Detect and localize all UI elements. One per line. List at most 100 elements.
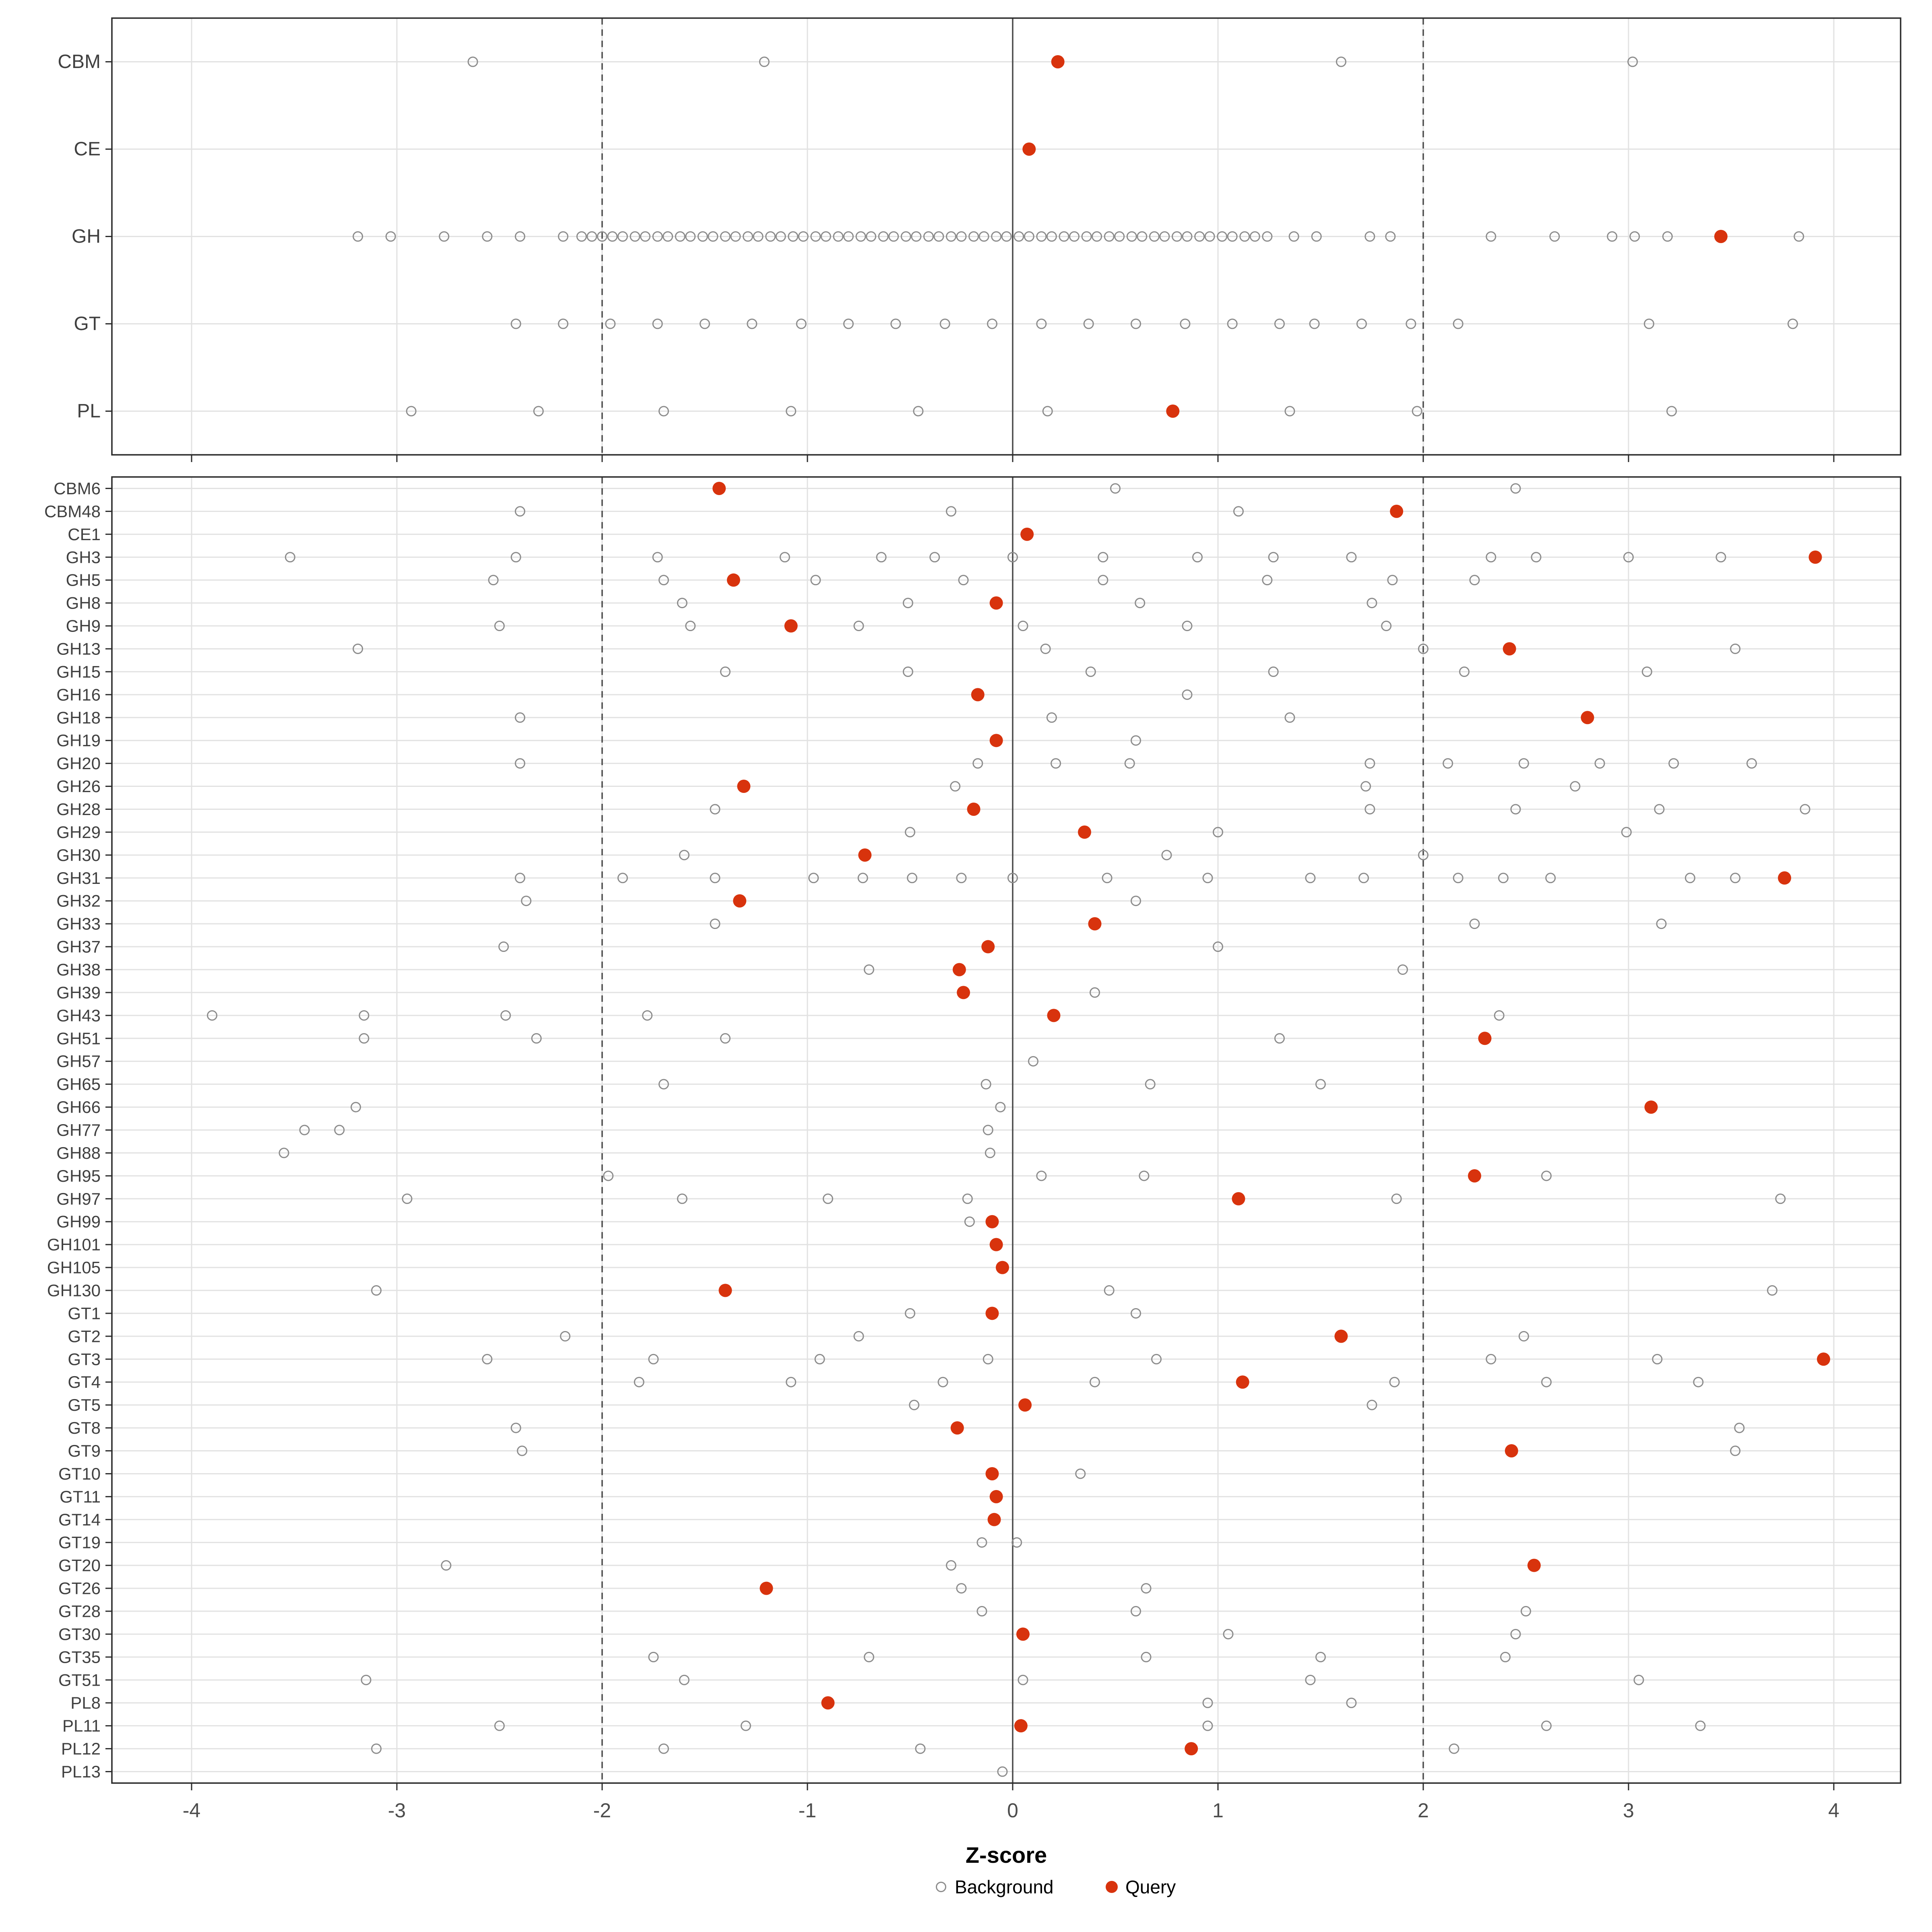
background-point <box>1139 1170 1150 1181</box>
background-point <box>720 666 731 677</box>
background-point <box>1746 758 1757 769</box>
background-point <box>1607 231 1618 242</box>
x-tick-label: -4 <box>183 1799 200 1822</box>
background-point <box>956 231 967 242</box>
background-point <box>1161 850 1172 861</box>
background-point <box>1346 1697 1357 1708</box>
query-point <box>1232 1192 1245 1205</box>
background-point <box>814 1354 825 1364</box>
background-point <box>950 781 961 792</box>
background-point <box>1541 1377 1552 1387</box>
background-point <box>775 231 786 242</box>
background-point <box>796 318 807 329</box>
background-point <box>685 231 696 242</box>
background-point <box>1666 406 1677 417</box>
background-point <box>515 712 525 723</box>
query-point <box>1714 230 1728 243</box>
background-point <box>1284 406 1295 417</box>
query-point <box>712 481 726 495</box>
background-point <box>515 758 525 769</box>
background-point <box>1775 1193 1786 1204</box>
background-point <box>946 231 956 242</box>
background-point <box>441 1560 452 1571</box>
background-point <box>1024 231 1034 242</box>
background-point <box>741 1720 751 1731</box>
background-point <box>1656 919 1667 929</box>
row-label: GT10 <box>58 1464 101 1483</box>
row-label: CE <box>74 138 101 160</box>
background-point <box>855 231 866 242</box>
background-point <box>1541 1720 1552 1731</box>
background-point <box>1311 231 1322 242</box>
background-point <box>1356 318 1367 329</box>
query-point <box>1018 1398 1032 1412</box>
background-point <box>902 666 913 677</box>
background-point <box>968 231 979 242</box>
background-point <box>1075 1468 1086 1479</box>
background-point <box>353 231 363 242</box>
background-point <box>652 552 663 563</box>
background-point <box>1381 621 1392 632</box>
background-point <box>1042 406 1053 417</box>
row-label: GT20 <box>58 1556 101 1575</box>
background-point <box>1366 598 1377 609</box>
row-label: PL8 <box>70 1693 101 1712</box>
background-point <box>1510 1629 1521 1639</box>
background-point <box>1083 318 1094 329</box>
background-point <box>1623 552 1634 563</box>
row-label: GH95 <box>56 1166 101 1185</box>
x-tick-label: -2 <box>593 1799 611 1822</box>
row-label: GH28 <box>56 800 101 819</box>
background-point <box>617 873 628 883</box>
background-point <box>1180 318 1191 329</box>
query-point <box>950 1421 964 1435</box>
x-axis-title: Z-score <box>966 1842 1047 1868</box>
query-point <box>1468 1169 1481 1183</box>
query-point <box>996 1261 1009 1274</box>
row-label: GH32 <box>56 892 101 910</box>
background-point <box>402 1193 413 1204</box>
background-point <box>1387 575 1398 586</box>
row-label: GT51 <box>58 1670 101 1689</box>
background-point <box>1213 941 1223 952</box>
panel-group: CBM CE GH GT PL CBM6 CBM48 CE1 GH3 GH5 GH8 GH9 GH13 G… <box>44 17 1901 1822</box>
background-point <box>995 1102 1006 1113</box>
background-point <box>1131 1606 1141 1617</box>
row-label: GH15 <box>56 662 101 681</box>
query-point <box>733 894 747 908</box>
background-point <box>833 231 844 242</box>
background-point <box>617 231 628 242</box>
background-point <box>603 1170 614 1181</box>
query-point <box>985 1307 999 1320</box>
background-point <box>980 1079 991 1090</box>
row-label: CBM6 <box>54 479 101 498</box>
background-point <box>1172 231 1182 242</box>
background-point <box>1018 1674 1028 1685</box>
query-point <box>718 1284 732 1297</box>
background-point <box>279 1148 289 1158</box>
row-label: CBM <box>58 51 101 72</box>
background-point <box>720 1033 731 1044</box>
background-point <box>1018 621 1028 632</box>
background-point <box>798 231 809 242</box>
panel-border <box>111 476 1901 1784</box>
background-point <box>913 406 924 417</box>
background-point <box>1131 735 1141 746</box>
query-point <box>985 1467 999 1480</box>
query-point <box>1644 1100 1658 1114</box>
background-point <box>652 231 663 242</box>
background-point <box>679 850 689 861</box>
row-label: GT8 <box>68 1418 101 1437</box>
background-point <box>607 231 618 242</box>
row-label: CE1 <box>68 525 101 544</box>
background-point <box>1131 1308 1141 1319</box>
row-label: GH18 <box>56 708 101 727</box>
background-point <box>1013 231 1024 242</box>
background-point <box>853 621 864 632</box>
background-point <box>810 575 821 586</box>
background-point <box>900 231 911 242</box>
background-point <box>1137 231 1148 242</box>
row-label: GT4 <box>68 1373 101 1391</box>
background-point <box>905 1308 915 1319</box>
background-point <box>1151 1354 1162 1364</box>
